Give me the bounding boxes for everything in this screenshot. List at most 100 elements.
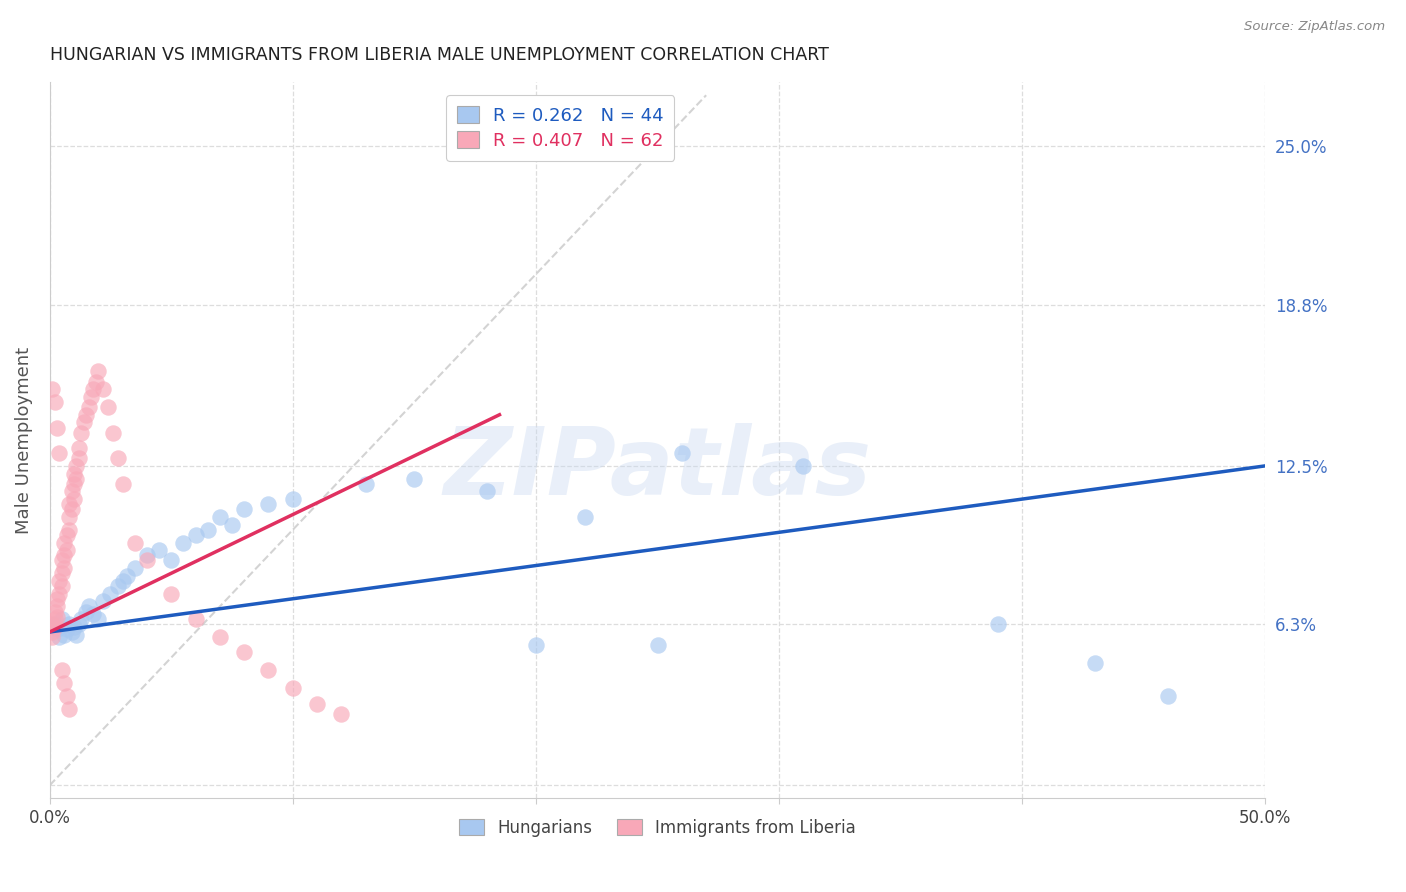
Point bbox=[46, 420, 69, 434]
Text: ZIPatlas: ZIPatlas bbox=[443, 423, 872, 515]
Text: HUNGARIAN VS IMMIGRANTS FROM LIBERIA MALE UNEMPLOYMENT CORRELATION CHART: HUNGARIAN VS IMMIGRANTS FROM LIBERIA MAL… bbox=[49, 46, 828, 64]
Point bbox=[63, 467, 86, 481]
Point bbox=[82, 382, 104, 396]
Point bbox=[82, 607, 104, 621]
Point bbox=[135, 549, 157, 563]
Point bbox=[51, 553, 73, 567]
Point bbox=[111, 574, 134, 588]
Point bbox=[100, 587, 122, 601]
Point bbox=[46, 609, 69, 624]
Point bbox=[172, 535, 194, 549]
Point bbox=[160, 553, 183, 567]
Point bbox=[65, 627, 87, 641]
Point bbox=[60, 484, 83, 499]
Point bbox=[404, 472, 426, 486]
Point bbox=[91, 594, 114, 608]
Point bbox=[55, 543, 77, 558]
Point bbox=[221, 517, 243, 532]
Point bbox=[63, 492, 86, 507]
Point bbox=[48, 587, 70, 601]
Point bbox=[281, 681, 304, 696]
Point bbox=[87, 364, 110, 378]
Point bbox=[354, 476, 377, 491]
Point bbox=[55, 623, 77, 637]
Point bbox=[233, 645, 256, 659]
Point bbox=[524, 638, 547, 652]
Point bbox=[51, 566, 73, 581]
Point bbox=[987, 617, 1010, 632]
Point bbox=[53, 549, 76, 563]
Point bbox=[124, 561, 146, 575]
Point bbox=[330, 706, 353, 721]
Point bbox=[75, 605, 97, 619]
Point bbox=[58, 701, 80, 715]
Point bbox=[48, 446, 70, 460]
Point bbox=[58, 617, 80, 632]
Point bbox=[160, 587, 183, 601]
Point bbox=[51, 579, 73, 593]
Point bbox=[46, 623, 69, 637]
Point bbox=[80, 390, 103, 404]
Point bbox=[55, 528, 77, 542]
Point bbox=[55, 689, 77, 703]
Point bbox=[75, 408, 97, 422]
Point bbox=[44, 395, 66, 409]
Point bbox=[671, 446, 693, 460]
Point bbox=[148, 543, 170, 558]
Point bbox=[77, 599, 100, 614]
Point bbox=[53, 676, 76, 690]
Point bbox=[73, 416, 96, 430]
Point bbox=[63, 476, 86, 491]
Point bbox=[117, 568, 139, 582]
Point bbox=[184, 528, 207, 542]
Point bbox=[58, 497, 80, 511]
Point bbox=[67, 451, 90, 466]
Point bbox=[135, 553, 157, 567]
Point bbox=[51, 612, 73, 626]
Point bbox=[477, 484, 499, 499]
Point bbox=[65, 458, 87, 473]
Point bbox=[44, 620, 66, 634]
Point bbox=[53, 535, 76, 549]
Point bbox=[58, 523, 80, 537]
Point bbox=[58, 510, 80, 524]
Point bbox=[67, 441, 90, 455]
Point bbox=[44, 605, 66, 619]
Point bbox=[87, 612, 110, 626]
Point bbox=[107, 579, 129, 593]
Point bbox=[84, 375, 107, 389]
Point bbox=[208, 630, 231, 644]
Point bbox=[281, 492, 304, 507]
Point bbox=[44, 617, 66, 632]
Point bbox=[574, 510, 596, 524]
Point bbox=[65, 472, 87, 486]
Point bbox=[184, 612, 207, 626]
Point bbox=[91, 382, 114, 396]
Point bbox=[67, 617, 90, 632]
Point bbox=[60, 502, 83, 516]
Point bbox=[197, 523, 219, 537]
Point bbox=[107, 451, 129, 466]
Point bbox=[70, 612, 93, 626]
Point bbox=[53, 627, 76, 641]
Point bbox=[48, 630, 70, 644]
Point bbox=[97, 400, 120, 414]
Point bbox=[257, 497, 280, 511]
Point bbox=[60, 625, 83, 640]
Point bbox=[111, 476, 134, 491]
Point bbox=[647, 638, 669, 652]
Point bbox=[101, 425, 124, 440]
Point bbox=[41, 625, 63, 640]
Point bbox=[208, 510, 231, 524]
Point bbox=[124, 535, 146, 549]
Text: Source: ZipAtlas.com: Source: ZipAtlas.com bbox=[1244, 20, 1385, 33]
Point bbox=[46, 599, 69, 614]
Point bbox=[257, 663, 280, 677]
Point bbox=[44, 612, 66, 626]
Point bbox=[77, 400, 100, 414]
Point bbox=[51, 663, 73, 677]
Point bbox=[792, 458, 814, 473]
Legend: Hungarians, Immigrants from Liberia: Hungarians, Immigrants from Liberia bbox=[453, 812, 863, 844]
Point bbox=[1157, 689, 1180, 703]
Point bbox=[307, 697, 329, 711]
